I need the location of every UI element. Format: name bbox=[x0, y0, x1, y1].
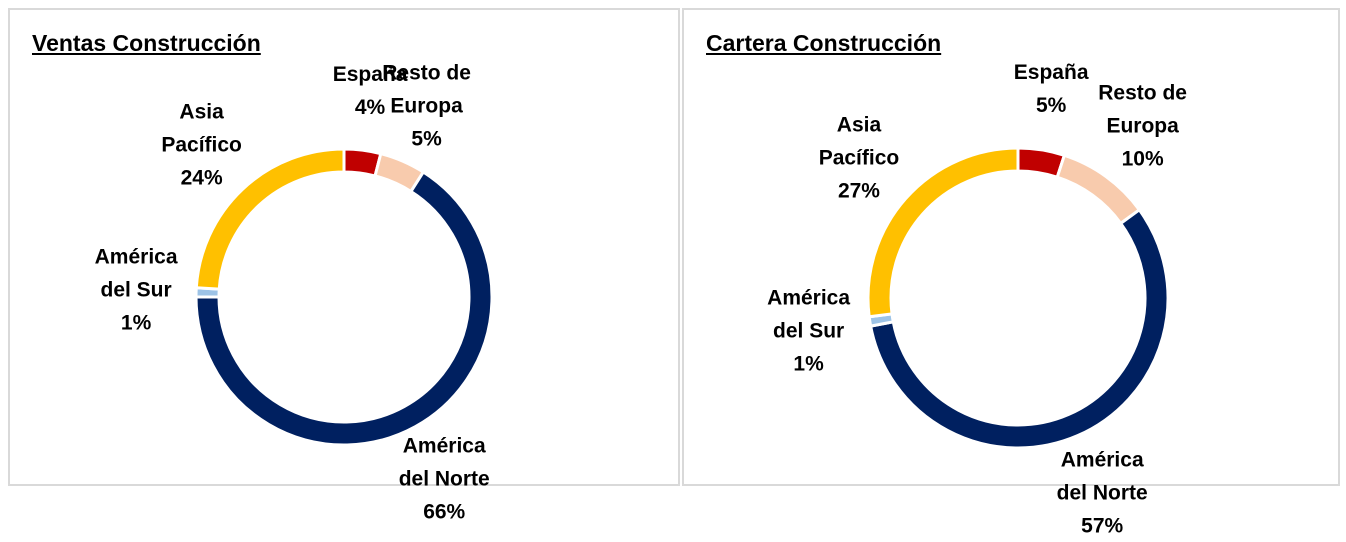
value-label: 66% bbox=[423, 500, 466, 524]
category-label: América del Norte bbox=[398, 434, 490, 491]
slice-label: América del Norte 57% bbox=[1043, 443, 1161, 542]
slice-label: Asia Pacífico 24% bbox=[143, 96, 261, 195]
chart-title: Ventas Construcción bbox=[32, 30, 261, 56]
category-label: América del Sur bbox=[767, 286, 851, 343]
slice-label: Resto de Europa 5% bbox=[368, 57, 486, 156]
category-label: Resto de Europa bbox=[1098, 81, 1187, 138]
slice-label: América del Sur 1% bbox=[77, 241, 195, 340]
category-label: España bbox=[1013, 60, 1089, 84]
value-label: 1% bbox=[120, 311, 152, 335]
slice-label: España 4% bbox=[311, 58, 429, 124]
donut-chart bbox=[194, 147, 494, 447]
donut-slice bbox=[868, 207, 1170, 450]
category-label: Asia Pacífico bbox=[818, 113, 900, 170]
value-label: 10% bbox=[1121, 147, 1164, 171]
slice-label: España 5% bbox=[992, 56, 1110, 122]
value-label: 27% bbox=[837, 179, 880, 203]
category-label: España bbox=[332, 62, 408, 86]
donut-chart bbox=[866, 146, 1170, 450]
value-label: 24% bbox=[180, 166, 223, 190]
slice-label: América del Norte 66% bbox=[385, 430, 503, 529]
value-label: 5% bbox=[1035, 93, 1067, 117]
value-label: 5% bbox=[411, 127, 442, 151]
category-label: Resto de Europa bbox=[382, 61, 471, 118]
category-label: América del Norte bbox=[1056, 448, 1148, 505]
slice-label: Asia Pacífico 27% bbox=[800, 108, 918, 207]
chart-title: Cartera Construcción bbox=[706, 30, 942, 56]
donut-slice bbox=[194, 169, 494, 447]
value-label: 4% bbox=[354, 95, 386, 119]
slice-label: Resto de Europa 10% bbox=[1084, 77, 1202, 176]
donut-slice bbox=[866, 146, 1020, 319]
donut-slice bbox=[194, 147, 346, 291]
chart-panel: España 4% Resto de Europa 5% América del Nor… bbox=[8, 8, 680, 524]
category-label: América del Sur bbox=[94, 245, 178, 302]
slice-label: América del Sur 1% bbox=[750, 282, 868, 381]
value-label: 57% bbox=[1081, 514, 1124, 538]
chart-panel: España 5% Resto de Europa 10% América del No… bbox=[682, 8, 1340, 537]
category-label: Asia Pacífico bbox=[161, 100, 242, 157]
page: España 4% Resto de Europa 5% América del Nor… bbox=[8, 8, 1340, 538]
value-label: 1% bbox=[793, 352, 824, 376]
